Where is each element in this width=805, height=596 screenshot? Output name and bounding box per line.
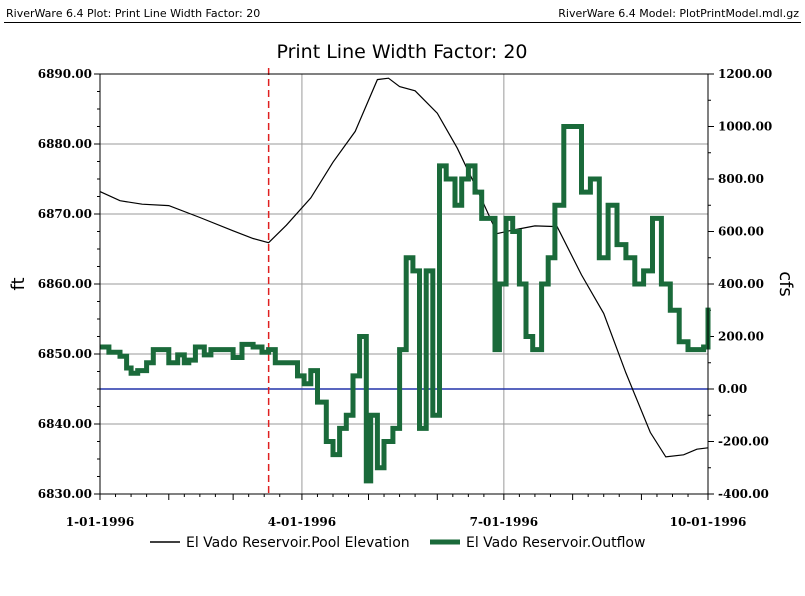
header-divider: [4, 22, 801, 23]
right-tick-label: -400.00: [718, 487, 769, 501]
right-tick-label: 1000.00: [718, 120, 772, 134]
right-axis-tick-labels: -400.00 -200.00 0.00 200.00 400.00 600.00 800.…: [718, 67, 772, 501]
model-title-header: RiverWare 6.4 Model: PlotPrintModel.mdl.…: [558, 7, 799, 20]
left-tick-label: 6880.00: [38, 137, 92, 151]
left-tick-label: 6860.00: [38, 277, 92, 291]
right-axis-label: cfs: [775, 271, 796, 297]
plot-area-frame: [99, 73, 709, 495]
left-tick-label: 6890.00: [38, 67, 92, 81]
series-pool-elevation-line: [99, 77, 709, 458]
right-tick-label: 400.00: [718, 277, 764, 291]
legend-label-outflow: El Vado Reservoir.Outflow: [466, 535, 645, 551]
left-tick-label: 6840.00: [38, 417, 92, 431]
left-axis-tick-labels: 6830.00 6840.00 6850.00 6860.00 6870.00 6880.…: [38, 67, 92, 501]
chart-title: Print Line Width Factor: 20: [276, 41, 527, 63]
right-tick-label: 600.00: [718, 225, 764, 239]
x-tick-label: 4-01-1996: [268, 515, 336, 529]
plot-title-header: RiverWare 6.4 Plot: Print Line Width Fac…: [6, 7, 261, 20]
left-tick-label: 6850.00: [38, 347, 92, 361]
chart-marks: [99, 68, 711, 494]
series-outflow-line: [100, 124, 711, 484]
right-tick-label: 800.00: [718, 172, 764, 186]
window-header: RiverWare 6.4 Plot: Print Line Width Fac…: [0, 0, 805, 24]
x-axis-tick-labels: 1-01-1996 4-01-1996 7-01-1996 10-01-1996: [66, 515, 747, 529]
left-tick-label: 6830.00: [38, 487, 92, 501]
left-axis-label: ft: [8, 277, 29, 290]
right-tick-label: 200.00: [718, 330, 764, 344]
right-tick-label: -200.00: [718, 435, 769, 449]
left-tick-label: 6870.00: [38, 207, 92, 221]
x-tick-label: 10-01-1996: [670, 515, 747, 529]
x-tick-label: 7-01-1996: [470, 515, 538, 529]
right-tick-label: 0.00: [718, 382, 747, 396]
chart-legend: El Vado Reservoir.Pool Elevation El Vado …: [150, 535, 645, 551]
x-tick-label: 1-01-1996: [66, 515, 134, 529]
legend-label-pool-elevation: El Vado Reservoir.Pool Elevation: [186, 535, 410, 551]
right-tick-label: 1200.00: [718, 67, 772, 81]
